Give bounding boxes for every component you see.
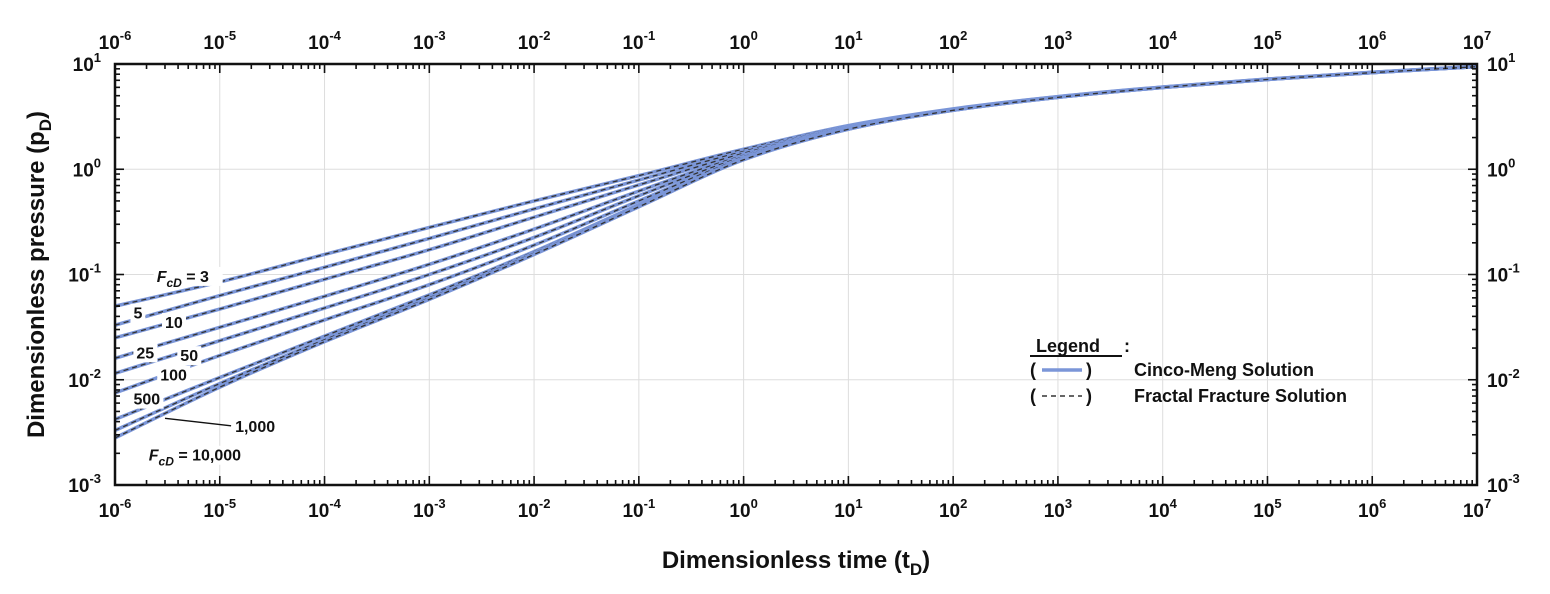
series-curve [114,64,1478,327]
fractal-fracture-line [114,65,1478,374]
series-curve [114,64,1478,440]
fractal-fracture-line [114,65,1478,307]
x-tick-label-top: 10-2 [518,28,551,54]
y-tick-label: 100 [73,155,101,181]
y-tick-label: 10-3 [68,471,101,497]
grid [114,63,1478,486]
annotation-backdrop [130,303,146,323]
curve-annotation: FcD = 10,000 [149,448,241,469]
x-tick-label-top: 100 [729,28,757,54]
series-curve [114,64,1478,360]
x-tick-label-top: 106 [1358,28,1386,54]
x-tick-label: 101 [834,496,862,522]
legend-title: Legend [1036,336,1100,356]
x-tick-label: 105 [1253,496,1281,522]
cinco-meng-line [114,64,1478,327]
fractal-fracture-line [114,66,1478,439]
annotation-backdrop [157,365,191,385]
x-tick-label-top: 107 [1463,28,1491,54]
y-tick-label-right: 101 [1487,50,1515,76]
annotation-backdrop [130,389,164,409]
x-tick-label-top: 10-5 [203,28,236,54]
legend-item: () Fractal Fracture Solution [1030,386,1347,406]
curve-annotation: 100 [160,368,187,385]
y-axis-title: Dimensionless pressure (pD) [23,111,55,438]
x-tick-label: 100 [729,496,757,522]
y-tick-label: 10-2 [68,366,101,392]
x-tick-label: 10-1 [622,496,655,522]
y-tick-label-right: 10-1 [1487,261,1520,287]
curve-annotation: 50 [180,348,198,365]
x-tick-label-top: 102 [939,28,967,54]
x-tick-label-top: 101 [834,28,862,54]
legend-item: () Cinco-Meng Solution [1030,360,1314,380]
y-tick-label-right: 100 [1487,155,1515,181]
y-tick-label-right: 10-3 [1487,471,1520,497]
legend-title-colon: : [1124,336,1130,356]
annotation-leader-line [164,417,232,427]
x-tick-label: 10-6 [99,496,132,522]
curve-annotation: 5 [133,306,142,323]
legend-paren-close: ) [1086,360,1092,380]
x-axis-title: Dimensionless time (tD) [662,547,930,579]
cinco-meng-line [114,64,1478,360]
annotation-backdrop [232,416,284,436]
axis-ticks [114,63,1478,486]
annotation-backdrop [133,343,158,363]
x-tick-label: 10-2 [518,496,551,522]
curve-annotation: 1,000 [235,419,275,436]
x-tick-label-top: 105 [1253,28,1281,54]
legend-paren-open: ( [1030,360,1036,380]
legend-paren-close: ) [1086,386,1092,406]
x-tick-label: 10-4 [308,496,341,522]
legend-items: () Cinco-Meng Solution () Fractal Fracture … [1030,360,1347,406]
x-tick-label: 104 [1149,496,1178,522]
fractal-fracture-line [114,65,1478,359]
legend-label: Cinco-Meng Solution [1134,360,1314,380]
curve-annotation: 25 [136,345,154,362]
curve-annotation: 500 [133,392,160,409]
y-tick-label: 10-1 [68,261,101,287]
annotation-backdrop [145,445,260,465]
curve-annotation: 10 [165,315,183,332]
x-tick-label: 10-5 [203,496,236,522]
x-tick-label: 107 [1463,496,1491,522]
y-tick-label: 101 [73,50,101,76]
x-tick-label-top: 10-3 [413,28,446,54]
series-group [114,64,1478,440]
curve-annotation: FcD = 3 [157,269,209,290]
x-tick-label-top: 104 [1149,28,1178,54]
legend-paren-open: ( [1030,386,1036,406]
annotation-backdrop [177,346,202,366]
cinco-meng-line [114,64,1478,440]
cinco-meng-line [114,64,1478,376]
x-tick-label-top: 10-6 [99,28,132,54]
legend: Legend : () Cinco-Meng Solution () Fractal … [1030,336,1347,406]
series-curve [114,64,1478,376]
y-tick-label-right: 10-2 [1487,366,1520,392]
x-tick-label: 10-3 [413,496,446,522]
axis-tick-labels: 10-6 10-6 10-5 10-5 10-4 10-4 10-3 10-3 10-2 10-2… [68,28,1519,522]
x-tick-label: 106 [1358,496,1386,522]
x-tick-label-top: 103 [1044,28,1072,54]
annotation-backdrop [161,313,186,333]
annotation-backdrop [153,266,223,286]
x-tick-label: 103 [1044,496,1072,522]
x-tick-label: 102 [939,496,967,522]
x-tick-label-top: 10-4 [308,28,341,54]
legend-label: Fractal Fracture Solution [1134,386,1347,406]
fractal-fracture-line [114,65,1478,326]
x-tick-label-top: 10-1 [622,28,655,54]
